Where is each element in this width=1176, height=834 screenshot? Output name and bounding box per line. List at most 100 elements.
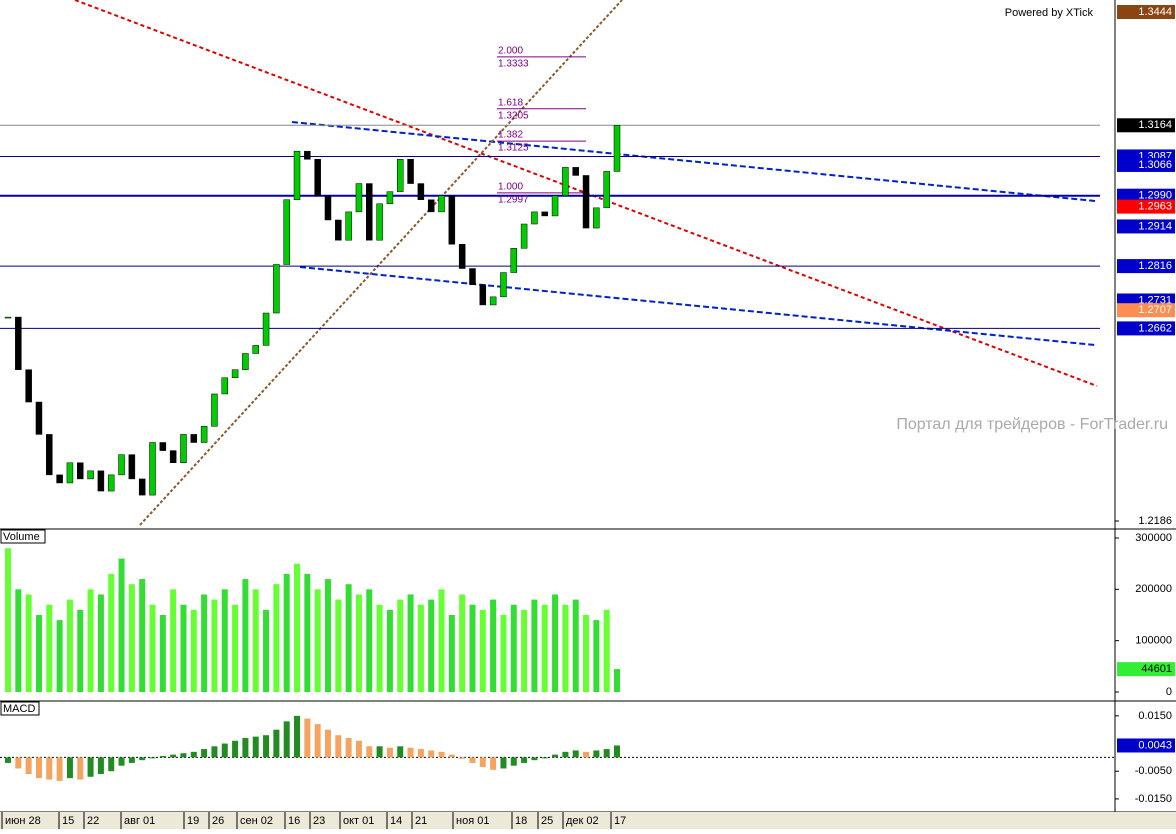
candle [603,171,610,209]
candle [200,426,208,443]
macd-bar [572,750,579,758]
macd-bar [149,757,156,759]
macd-bar [593,750,600,758]
volume-bar [603,609,610,692]
trend-line [139,0,623,526]
volume-bar [335,599,342,692]
macd-bar [283,721,290,758]
macd-bar [56,757,63,781]
volume-bar [304,573,311,692]
candle [613,125,621,172]
x-tick-label: окт 01 [343,815,374,827]
macd-bar [490,757,497,770]
volume-bar [149,604,156,692]
volume-bar [552,594,559,692]
fib-price: 1.3125 [498,143,529,154]
x-tick-label: дек 02 [566,815,599,827]
macd-bar [77,757,84,780]
macd-bar [232,740,239,758]
macd-bar [603,749,610,758]
candle [386,191,394,205]
volume-bar [593,620,600,692]
x-tick-label: 22 [87,815,99,827]
volume-bar [583,615,590,692]
volume-bar [376,604,383,692]
panel-title: Volume [3,531,40,543]
volume-bar [314,589,321,692]
candle [562,167,569,196]
volume-bar [294,563,301,692]
volume-bar [118,558,125,692]
volume-bar [469,604,476,692]
volume-bar [366,589,373,692]
macd-bar [25,757,32,774]
candle [479,284,487,306]
price-marker-box [1117,188,1175,203]
panel-label-box [0,529,46,544]
macd-bar [583,751,590,758]
candle [128,454,136,480]
volume-bar [521,609,528,692]
macd-bar [335,735,342,758]
price-marker-label: 1.3066 [1138,159,1172,171]
volume-bar [139,579,146,692]
volume-bar [221,589,228,692]
macd-bar [170,754,177,758]
candle [242,353,249,370]
x-tick-label: июн 28 [5,815,41,827]
y-tick-label: -0.0050 [1135,765,1172,777]
x-tick-label: 14 [390,815,402,827]
x-tick-label: 15 [62,815,74,827]
macd-bar [407,747,414,758]
candle [107,474,115,492]
price-marker-box [1117,118,1175,133]
volume-bar [128,584,135,692]
macd-bar [180,753,187,758]
volume-bar [490,599,497,692]
y-tick-label: 300000 [1135,532,1172,544]
volume-bar [614,669,620,692]
candle [510,248,518,273]
volume-bar [232,604,239,692]
macd-bar [273,729,280,758]
price-marker-label: 1.2963 [1138,201,1172,213]
x-tick-label: 16 [288,815,300,827]
candle [304,150,311,160]
candle [355,183,363,213]
macd-bar [66,757,73,779]
macd-bar [5,757,11,763]
fib-price: 1.2997 [498,195,529,206]
price-marker-label: 1.2816 [1138,260,1172,272]
candle [56,474,63,484]
volume-bar [438,589,445,692]
candle [252,345,259,354]
price-marker-box [1117,259,1175,274]
y-tick-label: -0.0150 [1135,793,1172,805]
price-marker-box [1117,303,1175,318]
candle [262,312,270,346]
volume-bar [211,599,218,692]
volume-bar [252,589,259,692]
volume-bar [66,599,73,692]
volume-bar [479,609,486,692]
price-marker-box [1117,5,1175,19]
macd-bar [108,757,115,772]
macd-bar [469,757,476,763]
volume-bar [56,620,63,692]
volume-bar [97,594,104,692]
macd-bar [15,757,22,769]
x-tick-label: 25 [541,815,553,827]
macd-bar [294,715,301,758]
candle [25,369,32,403]
macd-bar [118,757,125,766]
price-marker-box [1117,157,1175,172]
volume-bar [397,599,404,692]
candle [180,434,187,463]
volume-bar [324,579,331,692]
y-tick-label: 100000 [1135,635,1172,647]
trend-line [299,266,1096,346]
price-marker-label: 1.2662 [1138,322,1172,334]
x-tick-label: 19 [187,815,199,827]
macd-bar [417,749,424,758]
candle [231,369,239,379]
